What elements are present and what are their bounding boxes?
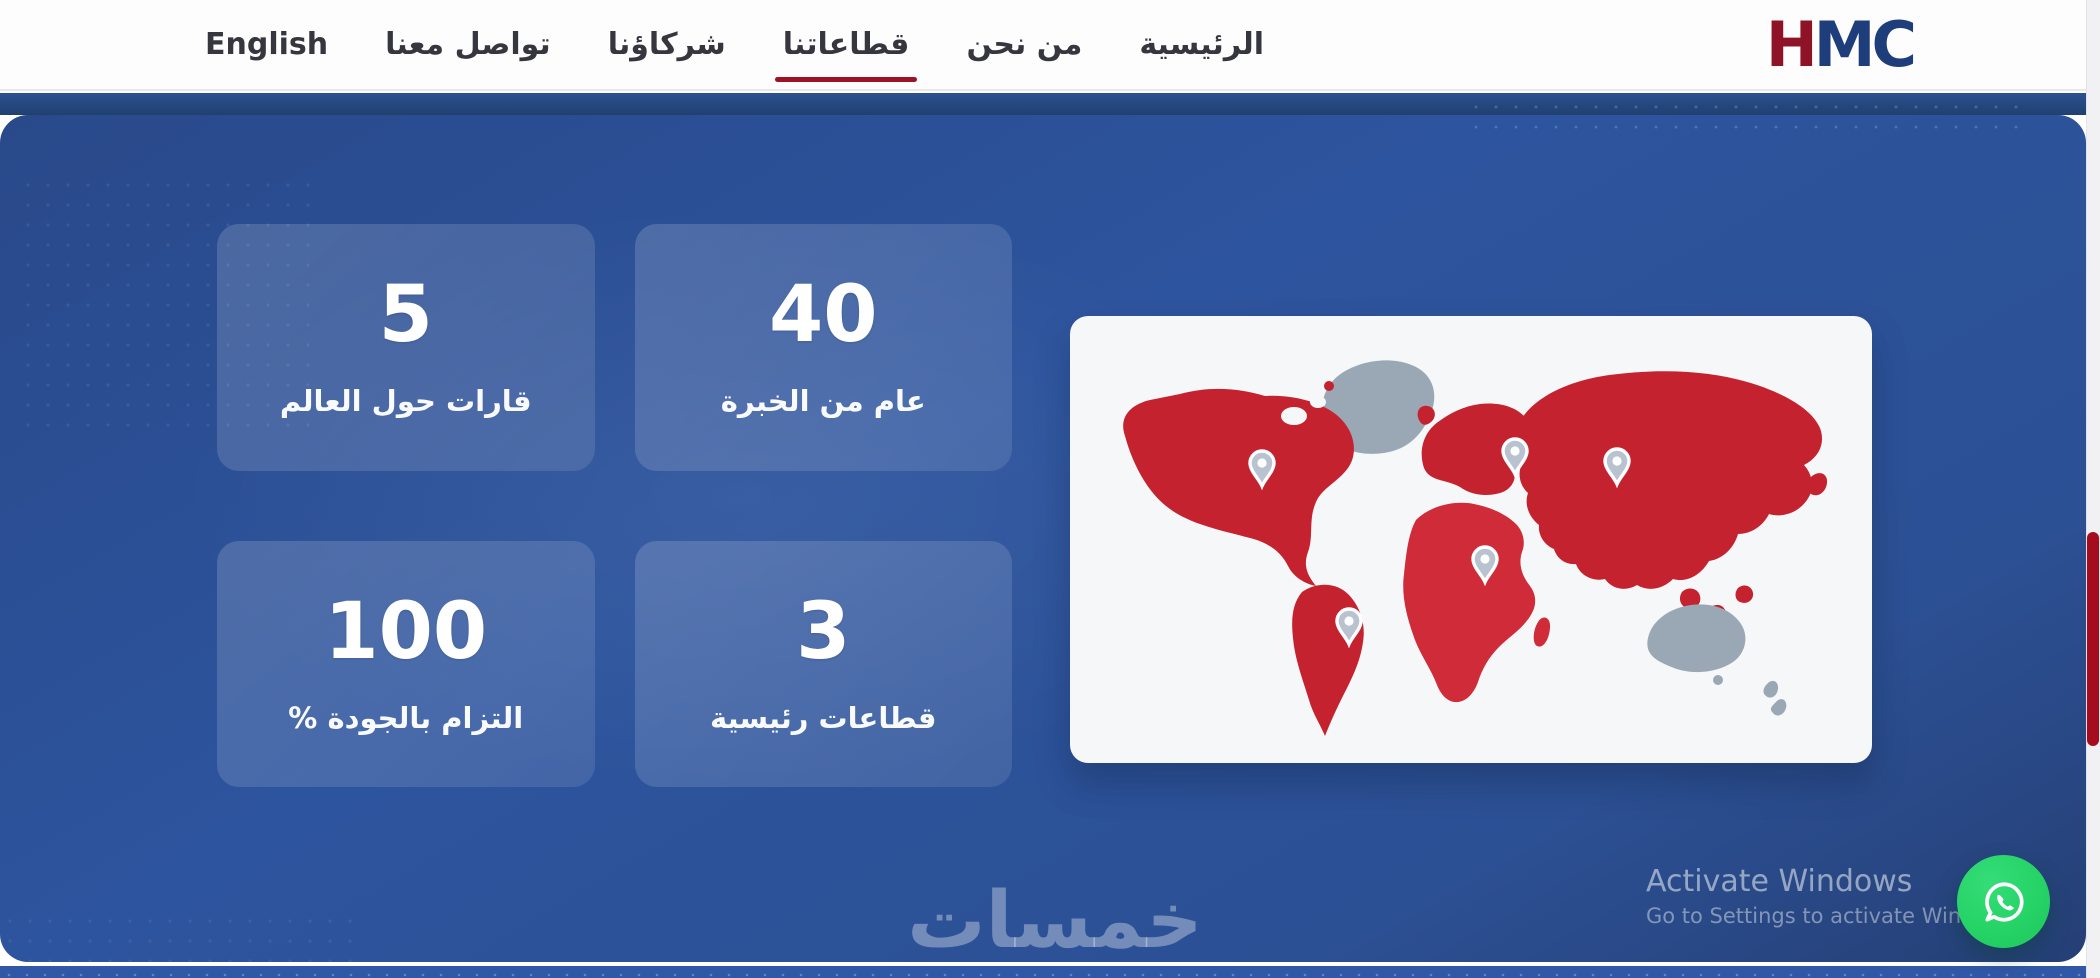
- nav-item-about[interactable]: من نحن: [966, 27, 1083, 62]
- dots-decoration: [0, 911, 360, 971]
- nav-item-partners[interactable]: شركاؤنا: [607, 27, 726, 62]
- stat-card-continents: 5 قارات حول العالم: [217, 224, 595, 471]
- location-pin-icon: [1248, 437, 1631, 649]
- stat-value: 3: [796, 586, 851, 677]
- stat-card-experience: 40 عام من الخبرة: [634, 224, 1012, 471]
- nav-menu: الرئيسية من نحن قطاعاتنا شركاؤنا تواصل م…: [205, 27, 1265, 82]
- dots-decoration: [1466, 97, 2026, 145]
- stat-card-sectors: 3 قطاعات رئيسية: [634, 540, 1012, 787]
- stat-card-quality: 100 التزام بالجودة %: [217, 540, 595, 787]
- stat-value: 100: [324, 586, 488, 677]
- stats-grid: 40 عام من الخبرة 5 قارات حول العالم 3 قط…: [217, 224, 1012, 787]
- next-section-strip: [0, 966, 2086, 978]
- stat-label: قطاعات رئيسية: [710, 700, 937, 735]
- hero-top-strip: [0, 93, 2086, 115]
- scrollbar-thumb[interactable]: [2087, 532, 2099, 746]
- top-nav: HMC الرئيسية من نحن قطاعاتنا شركاؤنا توا…: [0, 0, 2086, 91]
- hmc-logo[interactable]: HMC: [1766, 13, 1917, 76]
- nav-item-contact[interactable]: تواصل معنا: [385, 27, 551, 62]
- scrollbar-track[interactable]: [2086, 0, 2100, 978]
- stat-value: 5: [378, 270, 433, 361]
- world-map-card: [1070, 316, 1872, 763]
- stat-label: عام من الخبرة: [720, 384, 926, 419]
- stat-value: 40: [768, 270, 878, 361]
- nav-item-sectors[interactable]: قطاعاتنا: [774, 27, 918, 82]
- nav-item-home[interactable]: الرئيسية: [1139, 27, 1265, 62]
- stat-label: قارات حول العالم: [279, 384, 532, 419]
- dots-decoration: [18, 175, 318, 435]
- logo-letters-mc: MC: [1813, 7, 1917, 81]
- nav-item-english[interactable]: English: [205, 27, 329, 62]
- active-underline: [774, 77, 918, 82]
- logo-letter-h: H: [1765, 7, 1818, 81]
- whatsapp-button[interactable]: [1957, 855, 2050, 948]
- whatsapp-icon: [1984, 881, 2024, 922]
- world-map-icon: [1123, 360, 1828, 736]
- stat-label: التزام بالجودة %: [288, 700, 524, 735]
